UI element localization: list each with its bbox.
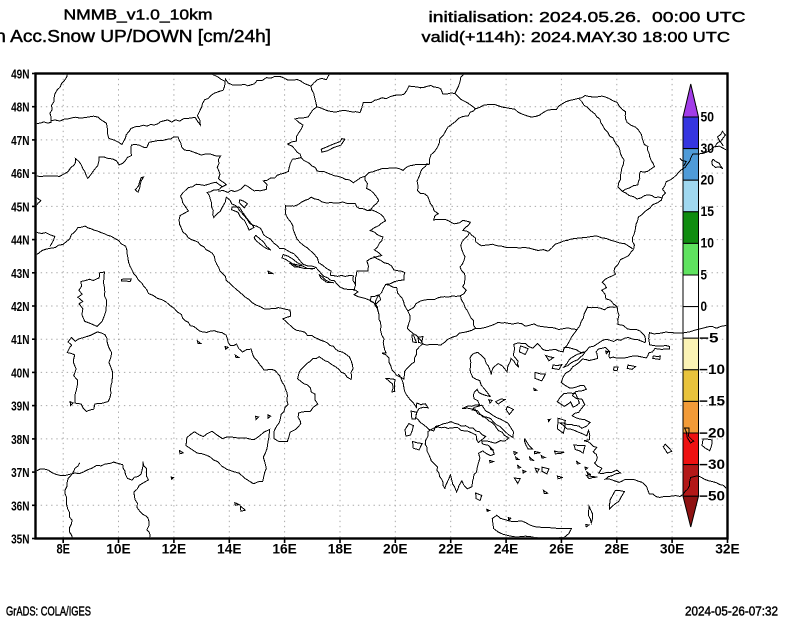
svg-text:−15: −15 xyxy=(699,394,726,409)
svg-text:16E: 16E xyxy=(272,542,297,557)
svg-text:10: 10 xyxy=(701,236,715,251)
svg-text:46N: 46N xyxy=(11,167,29,181)
svg-text:−50: −50 xyxy=(699,489,725,504)
svg-text:2024-05-26-07:32: 2024-05-26-07:32 xyxy=(685,605,778,618)
svg-text:−20: −20 xyxy=(699,425,725,440)
svg-text:40N: 40N xyxy=(11,366,29,380)
svg-text:12E: 12E xyxy=(162,542,187,557)
svg-text:0: 0 xyxy=(701,299,708,314)
svg-text:15: 15 xyxy=(701,204,715,219)
svg-text:GrADS: COLA/IGES: GrADS: COLA/IGES xyxy=(6,605,91,618)
svg-text:50: 50 xyxy=(701,109,715,124)
svg-text:26E: 26E xyxy=(549,542,574,557)
svg-text:37N: 37N xyxy=(11,466,29,480)
svg-text:49N: 49N xyxy=(11,68,29,82)
svg-text:24E: 24E xyxy=(494,542,519,557)
svg-text:48N: 48N xyxy=(11,101,29,115)
svg-text:valid(+114h): 2024.MAY.30 18:0: valid(+114h): 2024.MAY.30 18:00 UTC xyxy=(422,29,731,46)
svg-text:39N: 39N xyxy=(11,400,29,414)
svg-text:42N: 42N xyxy=(11,300,29,314)
svg-text:28E: 28E xyxy=(605,542,630,557)
svg-text:32E: 32E xyxy=(715,542,740,557)
svg-text:initialisation: 2024.05.26. 0: initialisation: 2024.05.26. 00:00 UTC xyxy=(429,9,746,26)
svg-text:22E: 22E xyxy=(438,542,463,557)
svg-text:−30: −30 xyxy=(699,457,725,472)
svg-text:−10: −10 xyxy=(699,362,725,377)
svg-text:36N: 36N xyxy=(11,499,29,513)
svg-text:20: 20 xyxy=(701,173,715,188)
svg-text:45N: 45N xyxy=(11,200,29,214)
svg-text:20E: 20E xyxy=(383,542,408,557)
svg-text:−5: −5 xyxy=(699,331,719,346)
svg-text:44N: 44N xyxy=(11,234,29,248)
svg-text:43N: 43N xyxy=(11,267,29,281)
svg-text:5: 5 xyxy=(701,267,708,282)
svg-text:NMMB_v1.0_10km: NMMB_v1.0_10km xyxy=(64,7,213,24)
svg-text:35N: 35N xyxy=(11,533,29,547)
svg-text:24h Acc.Snow UP/DOWN [cm/24h]: 24h Acc.Snow UP/DOWN [cm/24h] xyxy=(0,26,271,46)
svg-text:30: 30 xyxy=(701,141,715,156)
svg-text:8E: 8E xyxy=(56,542,70,557)
svg-text:10E: 10E xyxy=(106,542,131,557)
svg-text:18E: 18E xyxy=(328,542,353,557)
svg-text:41N: 41N xyxy=(11,333,29,347)
svg-text:38N: 38N xyxy=(11,433,29,447)
svg-text:14E: 14E xyxy=(217,542,242,557)
svg-text:47N: 47N xyxy=(11,134,29,148)
svg-text:30E: 30E xyxy=(660,542,685,557)
